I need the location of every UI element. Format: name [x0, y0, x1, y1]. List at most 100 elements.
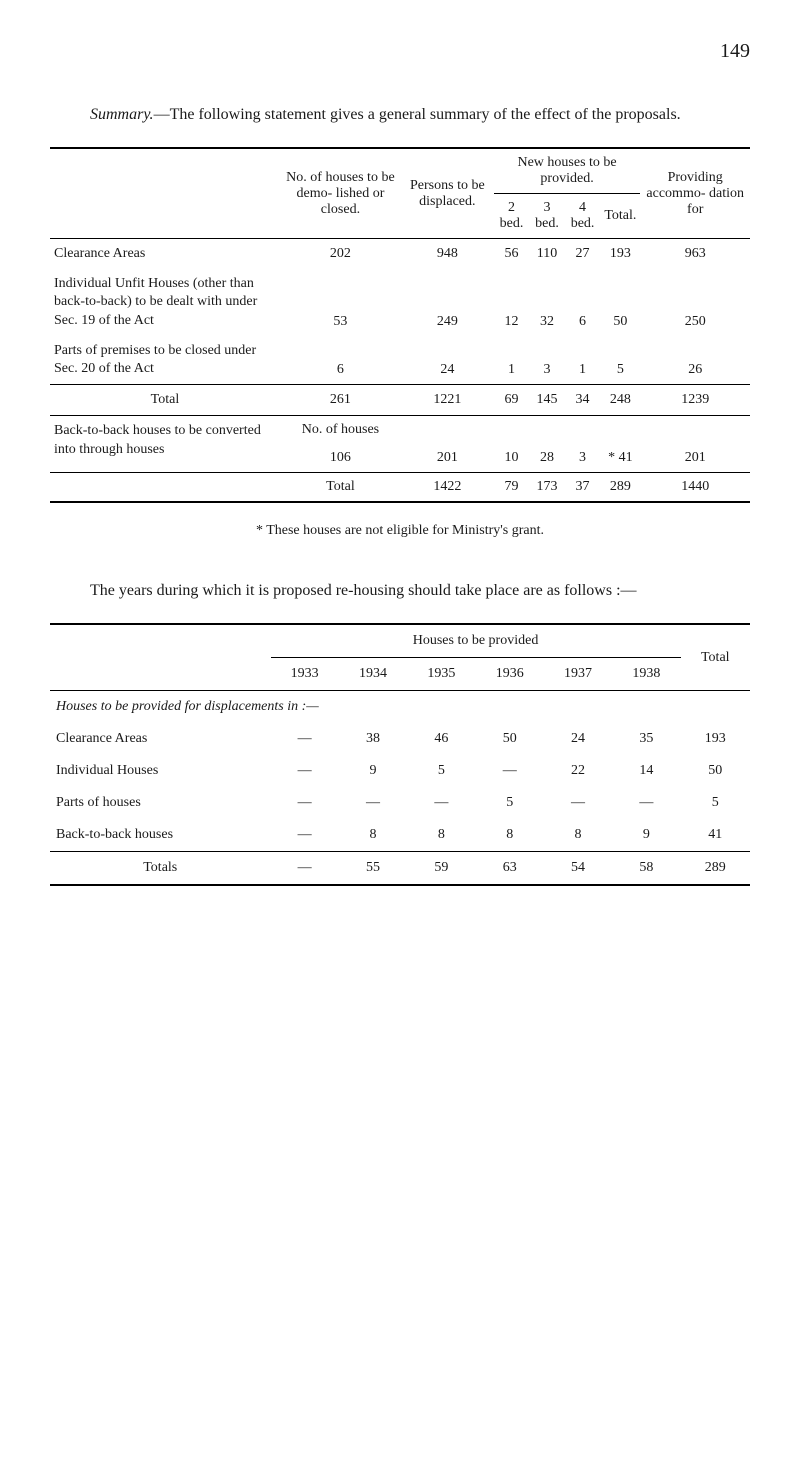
- th-year: 1933: [271, 658, 339, 691]
- cell: 8: [407, 819, 475, 852]
- cell: 50: [600, 269, 640, 336]
- th-year: 1938: [612, 658, 680, 691]
- cell: 38: [339, 723, 407, 755]
- cell: 1440: [640, 473, 750, 503]
- cell: 249: [401, 269, 494, 336]
- years-table: Houses to be provided Total 1933 1934 19…: [50, 623, 750, 886]
- cell: 8: [544, 819, 612, 852]
- cell: 12: [494, 269, 530, 336]
- intro-paragraph: Summary.—The following statement gives a…: [50, 103, 750, 127]
- cell: 5: [600, 336, 640, 385]
- table-row: Clearance Areas — 38 46 50 24 35 193: [50, 723, 750, 755]
- intro-text: —The following statement gives a general…: [154, 106, 681, 123]
- th-persons: Persons to be displaced.: [401, 148, 494, 239]
- cell: 110: [529, 239, 565, 270]
- table-row: Clearance Areas 202 948 56 110 27 193 96…: [50, 239, 750, 270]
- cell: 54: [544, 852, 612, 886]
- cell: 26: [640, 336, 750, 385]
- row-label: Back-to-back houses to be converted into…: [50, 416, 280, 473]
- cell: 250: [640, 269, 750, 336]
- cell: 55: [339, 852, 407, 886]
- cell: 8: [339, 819, 407, 852]
- cell: —: [271, 755, 339, 787]
- cell: 3: [529, 336, 565, 385]
- cell: 202: [280, 239, 401, 270]
- cell: 201: [401, 444, 494, 473]
- cell: 5: [476, 787, 544, 819]
- cell: 8: [476, 819, 544, 852]
- row-label: Clearance Areas: [50, 723, 271, 755]
- cell: 69: [494, 385, 530, 416]
- th-year: 1937: [544, 658, 612, 691]
- totals-row: Totals — 55 59 63 54 58 289: [50, 852, 750, 886]
- cell: 6: [280, 336, 401, 385]
- th-houses-provided: Houses to be provided: [271, 624, 681, 658]
- cell: —: [271, 819, 339, 852]
- subtotal-row: Total 261 1221 69 145 34 248 1239: [50, 385, 750, 416]
- table-row: Individual Houses — 9 5 — 22 14 50: [50, 755, 750, 787]
- cell: 46: [407, 723, 475, 755]
- table-row: Individual Unfit Houses (other than back…: [50, 269, 750, 336]
- cell: —: [339, 787, 407, 819]
- th-provide: Providing accommo- dation for: [640, 148, 750, 239]
- table-row: Back-to-back houses — 8 8 8 8 9 41: [50, 819, 750, 852]
- cell: —: [271, 852, 339, 886]
- row-label: Clearance Areas: [50, 239, 280, 270]
- row-label: Back-to-back houses: [50, 819, 271, 852]
- th-3bed: 3 bed.: [529, 194, 565, 239]
- cell: —: [407, 787, 475, 819]
- section-label: Houses to be provided for displacements …: [50, 691, 750, 724]
- cell: 24: [544, 723, 612, 755]
- cell: 58: [612, 852, 680, 886]
- cell: 5: [407, 755, 475, 787]
- cell: 24: [401, 336, 494, 385]
- cell: —: [271, 787, 339, 819]
- th-new-houses: New houses to be provided.: [494, 148, 641, 194]
- row-label: Individual Houses: [50, 755, 271, 787]
- cell: 1422: [401, 473, 494, 503]
- cell: 10: [494, 444, 530, 473]
- cell: 35: [612, 723, 680, 755]
- cell: 173: [529, 473, 565, 503]
- subtotal-label: Total: [50, 385, 280, 416]
- cell: 201: [640, 444, 750, 473]
- cell: 1239: [640, 385, 750, 416]
- cell: 963: [640, 239, 750, 270]
- cell: 248: [600, 385, 640, 416]
- table-row: Parts of houses — — — 5 — — 5: [50, 787, 750, 819]
- th-houses: No. of houses to be demo- lished or clos…: [280, 148, 401, 239]
- cell: 37: [565, 473, 601, 503]
- cell: 14: [612, 755, 680, 787]
- cell: 34: [565, 385, 601, 416]
- row-label: Parts of houses: [50, 787, 271, 819]
- th-4bed: 4 bed.: [565, 194, 601, 239]
- cell: 27: [565, 239, 601, 270]
- cell: —: [612, 787, 680, 819]
- cell: —: [544, 787, 612, 819]
- cell: 145: [529, 385, 565, 416]
- cell: 9: [339, 755, 407, 787]
- cell: 63: [476, 852, 544, 886]
- row-label: Parts of premises to be closed under Sec…: [50, 336, 280, 385]
- cell: 948: [401, 239, 494, 270]
- cell: 59: [407, 852, 475, 886]
- th-year: 1934: [339, 658, 407, 691]
- cell: 28: [529, 444, 565, 473]
- cell: 1: [565, 336, 601, 385]
- cell: 261: [280, 385, 401, 416]
- cell: 106: [280, 444, 401, 473]
- section-header-row: Houses to be provided for displacements …: [50, 691, 750, 724]
- final-label: Total: [280, 473, 401, 503]
- row-label: Individual Unfit Houses (other than back…: [50, 269, 280, 336]
- summary-label: Summary.: [90, 106, 154, 123]
- table-row: Back-to-back houses to be converted into…: [50, 416, 750, 445]
- cell: 1: [494, 336, 530, 385]
- cell: 41: [681, 819, 750, 852]
- th-total: Total.: [600, 194, 640, 239]
- cell: 3: [565, 444, 601, 473]
- cell: 22: [544, 755, 612, 787]
- totals-label: Totals: [50, 852, 271, 886]
- cell: —: [271, 723, 339, 755]
- summary-table: No. of houses to be demo- lished or clos…: [50, 147, 750, 503]
- final-total-row: Total 1422 79 173 37 289 1440: [50, 473, 750, 503]
